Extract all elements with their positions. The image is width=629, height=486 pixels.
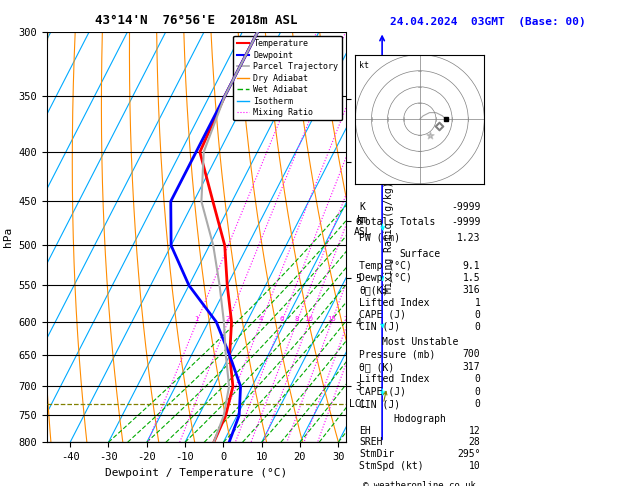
Text: PW (cm): PW (cm)	[359, 233, 401, 243]
X-axis label: Dewpoint / Temperature (°C): Dewpoint / Temperature (°C)	[106, 468, 287, 478]
Text: θᴄ(K): θᴄ(K)	[359, 285, 389, 295]
Text: 43°14'N  76°56'E  2018m ASL: 43°14'N 76°56'E 2018m ASL	[96, 14, 298, 27]
Text: Totals Totals: Totals Totals	[359, 217, 436, 227]
Text: 12: 12	[469, 426, 481, 435]
Text: © weatheronline.co.uk: © weatheronline.co.uk	[364, 481, 476, 486]
Text: Most Unstable: Most Unstable	[382, 337, 458, 347]
Text: Lifted Index: Lifted Index	[359, 374, 430, 384]
Text: 2: 2	[226, 316, 230, 322]
Text: 316: 316	[463, 285, 481, 295]
Text: 9.1: 9.1	[463, 261, 481, 271]
Text: 8: 8	[295, 316, 299, 322]
Text: 0: 0	[475, 387, 481, 397]
Text: Mixing Ratio (g/kg): Mixing Ratio (g/kg)	[384, 181, 394, 293]
Text: 10: 10	[304, 316, 313, 322]
Text: Surface: Surface	[399, 249, 440, 259]
Text: 0: 0	[475, 374, 481, 384]
Text: CAPE (J): CAPE (J)	[359, 387, 406, 397]
Text: LCL: LCL	[349, 399, 367, 409]
Text: SREH: SREH	[359, 437, 383, 447]
Text: θᴄ (K): θᴄ (K)	[359, 362, 394, 372]
Text: 0: 0	[475, 322, 481, 332]
Text: 28: 28	[469, 437, 481, 447]
Text: StmSpd (kt): StmSpd (kt)	[359, 461, 424, 470]
Text: CIN (J): CIN (J)	[359, 322, 401, 332]
Text: Lifted Index: Lifted Index	[359, 297, 430, 308]
Text: 15: 15	[327, 316, 336, 322]
Text: 24.04.2024  03GMT  (Base: 00): 24.04.2024 03GMT (Base: 00)	[389, 17, 586, 27]
Text: -9999: -9999	[451, 202, 481, 212]
Text: 10: 10	[469, 461, 481, 470]
Y-axis label: hPa: hPa	[3, 227, 13, 247]
Text: Temp (°C): Temp (°C)	[359, 261, 412, 271]
Legend: Temperature, Dewpoint, Parcel Trajectory, Dry Adiabat, Wet Adiabat, Isotherm, Mi: Temperature, Dewpoint, Parcel Trajectory…	[233, 36, 342, 121]
Text: 317: 317	[463, 362, 481, 372]
Text: kt: kt	[359, 61, 369, 70]
Text: 1.23: 1.23	[457, 233, 481, 243]
Text: 0: 0	[475, 310, 481, 320]
Y-axis label: km
ASL: km ASL	[354, 215, 372, 237]
Text: 1.5: 1.5	[463, 273, 481, 283]
Text: 6: 6	[279, 316, 284, 322]
Text: Pressure (mb): Pressure (mb)	[359, 349, 436, 359]
Text: StmDir: StmDir	[359, 449, 394, 459]
Text: 1: 1	[194, 316, 199, 322]
Text: 1: 1	[475, 297, 481, 308]
Text: 20: 20	[343, 316, 353, 322]
Text: K: K	[359, 202, 365, 212]
Text: Dewp (°C): Dewp (°C)	[359, 273, 412, 283]
Text: 295°: 295°	[457, 449, 481, 459]
Text: 0: 0	[475, 399, 481, 409]
Text: CAPE (J): CAPE (J)	[359, 310, 406, 320]
Text: -9999: -9999	[451, 217, 481, 227]
Text: Hodograph: Hodograph	[393, 414, 447, 424]
Text: CIN (J): CIN (J)	[359, 399, 401, 409]
Text: 700: 700	[463, 349, 481, 359]
Text: EH: EH	[359, 426, 371, 435]
Text: 4: 4	[259, 316, 264, 322]
